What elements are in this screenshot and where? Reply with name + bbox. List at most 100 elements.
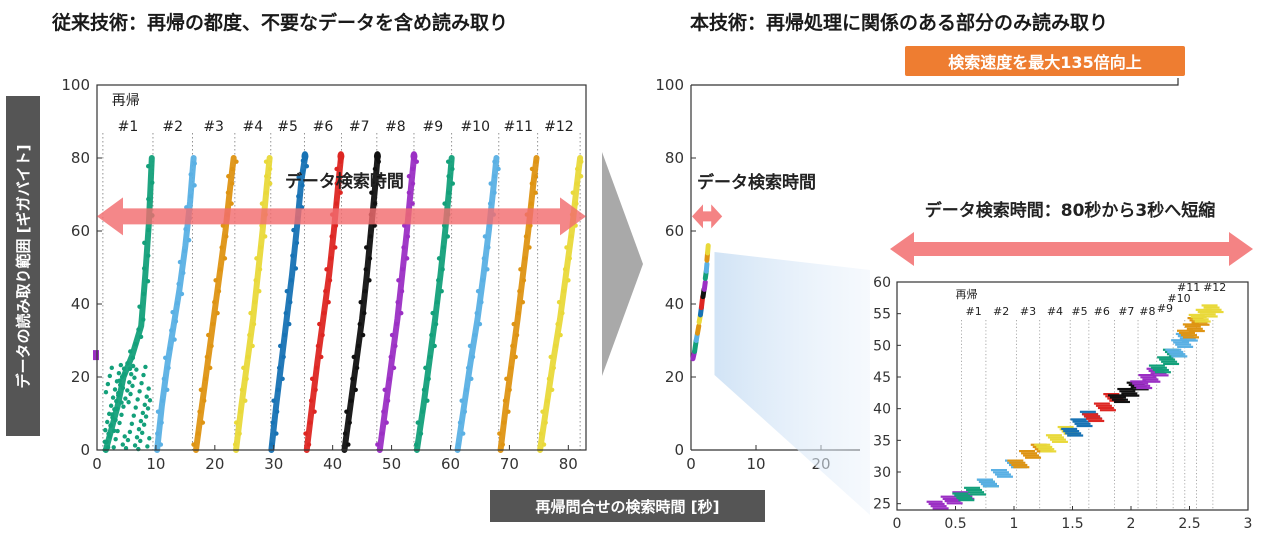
- data-point: [474, 310, 479, 316]
- data-point: [342, 431, 348, 436]
- data-point: [970, 493, 987, 496]
- data-point: [372, 201, 378, 206]
- data-point: [155, 409, 161, 414]
- data-point: [251, 321, 257, 327]
- recursion-label: #9: [1157, 302, 1173, 315]
- data-point: [932, 507, 949, 510]
- data-point: [372, 166, 378, 172]
- x-tick-label: 0: [92, 455, 102, 473]
- data-point: [510, 343, 515, 349]
- y-tick-label: 20: [71, 368, 90, 386]
- data-point: [1142, 378, 1159, 381]
- data-point: [487, 223, 492, 228]
- data-point: [420, 409, 425, 414]
- recursion-label: #4: [1047, 305, 1063, 318]
- data-point: [127, 429, 133, 435]
- data-point: [280, 376, 285, 382]
- data-point: [143, 414, 149, 419]
- data-point: [233, 420, 239, 425]
- data-point: [430, 310, 435, 316]
- data-point: [492, 159, 497, 164]
- data-point: [333, 245, 338, 250]
- data-point: [441, 223, 447, 228]
- data-point: [1074, 422, 1091, 425]
- recursion-label: #1: [118, 119, 139, 135]
- data-point: [1007, 459, 1024, 462]
- y-tick-label: 35: [873, 433, 891, 449]
- data-point: [388, 354, 393, 360]
- data-point: [395, 299, 400, 305]
- data-point: [450, 166, 455, 172]
- top-marker: [373, 151, 381, 162]
- data-point: [333, 223, 339, 228]
- data-point: [319, 354, 324, 360]
- data-point: [369, 190, 374, 195]
- recursion-label: #10: [1167, 292, 1190, 305]
- data-point: [1067, 434, 1084, 437]
- x-tick-label: 3: [1244, 516, 1253, 532]
- data-point: [1194, 320, 1211, 323]
- data-point: [169, 328, 174, 333]
- data-point: [257, 267, 263, 272]
- top-marker: [337, 151, 345, 162]
- data-point: [141, 291, 146, 297]
- recursion-label: #2: [162, 119, 183, 135]
- data-point: [142, 240, 147, 246]
- data-point: [410, 181, 416, 186]
- recursion-label: #3: [203, 119, 224, 135]
- data-point: [429, 332, 434, 338]
- data-point: [188, 172, 193, 177]
- data-point: [387, 376, 392, 382]
- data-point: [1009, 461, 1026, 464]
- data-point: [1119, 390, 1136, 393]
- data-point: [128, 349, 133, 354]
- data-point: [110, 395, 116, 400]
- data-point: [533, 190, 538, 195]
- data-point: [134, 435, 140, 440]
- data-point: [394, 321, 399, 327]
- data-point: [167, 346, 173, 351]
- data-point: [952, 491, 969, 494]
- data-point: [314, 365, 319, 371]
- top-marker: [410, 151, 418, 162]
- series-curve-11: [497, 155, 540, 453]
- data-point: [347, 420, 352, 425]
- data-point: [486, 245, 491, 250]
- data-point: [1182, 323, 1199, 326]
- recursion-label: #2: [993, 305, 1009, 318]
- data-point: [1093, 402, 1110, 405]
- data-point: [230, 166, 235, 172]
- data-point: [263, 159, 269, 164]
- compressed-curve-segment: [701, 279, 708, 292]
- data-point: [350, 376, 355, 382]
- data-point: [1171, 339, 1188, 342]
- data-point: [147, 398, 153, 403]
- data-point: [1086, 417, 1103, 420]
- data-point: [270, 420, 275, 425]
- data-point: [467, 343, 473, 349]
- data-point: [281, 354, 286, 360]
- data-point: [1113, 400, 1130, 404]
- data-point: [282, 332, 287, 338]
- data-point: [145, 406, 151, 411]
- data-point: [110, 415, 115, 420]
- x-tick-label: 0: [686, 455, 696, 473]
- data-point: [141, 422, 147, 427]
- data-point: [252, 299, 258, 305]
- data-point: [992, 471, 1009, 474]
- data-point: [271, 398, 276, 403]
- data-point: [267, 166, 273, 172]
- data-point: [184, 205, 189, 210]
- data-point: [1011, 463, 1028, 467]
- data-point: [1175, 343, 1192, 346]
- data-point: [257, 289, 262, 294]
- reduction-arrow: [890, 232, 1253, 266]
- data-point: [445, 234, 451, 239]
- data-point: [464, 387, 469, 392]
- data-point: [245, 354, 251, 360]
- y-tick-label: 60: [71, 222, 90, 240]
- data-point: [344, 409, 349, 414]
- data-point: [140, 410, 146, 416]
- data-point: [1176, 329, 1193, 332]
